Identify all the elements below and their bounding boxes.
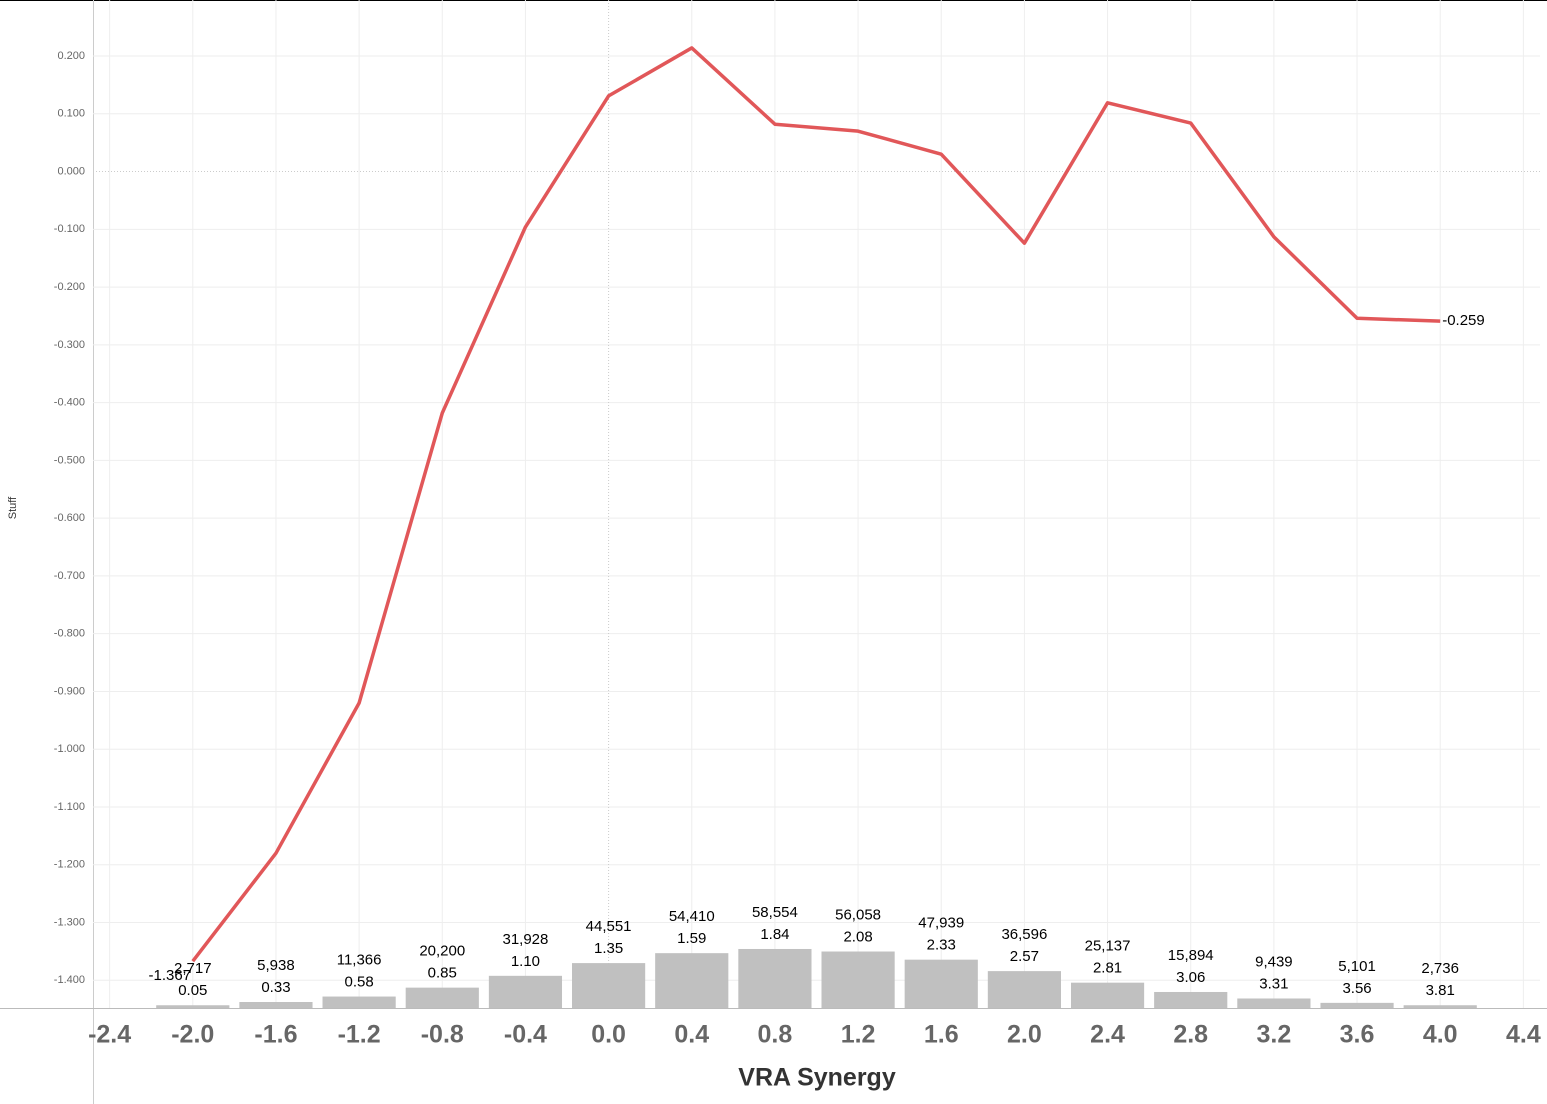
line-label: -0.259 bbox=[1442, 312, 1485, 329]
bar bbox=[488, 975, 563, 1008]
bar-sublabel: 3.56 bbox=[1342, 980, 1371, 997]
y-tick-label: 0.200 bbox=[57, 50, 85, 62]
bar-label: 47,939 bbox=[918, 915, 964, 932]
bar-label: 11,366 bbox=[337, 952, 382, 969]
bar bbox=[239, 1002, 313, 1008]
bar-sublabel: 1.59 bbox=[677, 930, 706, 947]
bar-label: 2,736 bbox=[1421, 960, 1459, 977]
line bbox=[191, 46, 1441, 963]
bar-label: 36,596 bbox=[1001, 926, 1047, 943]
bar-sublabel: 1.84 bbox=[760, 926, 789, 943]
bar-label: 58,554 bbox=[752, 904, 798, 921]
y-tick-label: -0.500 bbox=[54, 454, 85, 466]
y-tick-label: -1.400 bbox=[54, 974, 85, 986]
bar-sublabel: 3.06 bbox=[1176, 969, 1205, 986]
x-axis-title: VRA Synergy bbox=[738, 1064, 896, 1092]
bar-sublabel: 1.35 bbox=[594, 940, 623, 957]
y-tick-label: -1.300 bbox=[54, 916, 85, 928]
bar bbox=[821, 951, 895, 1008]
x-tick-label: 4.4 bbox=[1506, 1021, 1541, 1049]
y-tick-label: 0.000 bbox=[57, 165, 85, 177]
x-tick-label: 3.2 bbox=[1257, 1021, 1292, 1049]
bar-label: 5,101 bbox=[1338, 958, 1376, 975]
bar bbox=[904, 959, 978, 1008]
x-tick-label: 2.0 bbox=[1007, 1021, 1042, 1049]
line-label: -1.367 bbox=[149, 967, 192, 984]
bar-label: 15,894 bbox=[1168, 947, 1214, 964]
bar-sublabel: 0.05 bbox=[178, 982, 207, 999]
x-tick-label: -2.0 bbox=[171, 1021, 214, 1049]
bar bbox=[987, 971, 1061, 1008]
bar-label: 56,058 bbox=[835, 906, 881, 923]
bar bbox=[1237, 998, 1311, 1008]
bar-sublabel: 0.85 bbox=[428, 965, 457, 982]
x-tick-label: 2.4 bbox=[1090, 1021, 1125, 1049]
bar bbox=[1154, 991, 1228, 1008]
bar-label: 25,137 bbox=[1085, 938, 1131, 955]
x-tick-label: -1.2 bbox=[338, 1021, 381, 1049]
y-tick-label: -1.000 bbox=[54, 743, 85, 755]
y-tick-label: -0.300 bbox=[54, 339, 85, 351]
bar-sublabel: 2.57 bbox=[1010, 948, 1039, 965]
bar-label: 20,200 bbox=[419, 943, 465, 960]
x-tick-label: 0.0 bbox=[591, 1021, 626, 1049]
y-axis-title: Stuff bbox=[7, 496, 19, 519]
bar bbox=[572, 963, 646, 1008]
y-tick-label: -0.400 bbox=[54, 397, 85, 409]
bar-sublabel: 0.58 bbox=[345, 974, 374, 991]
bar-sublabel: 0.33 bbox=[261, 979, 290, 996]
bar bbox=[405, 987, 479, 1008]
y-tick-label: -0.200 bbox=[54, 281, 85, 293]
x-tick-label: 1.2 bbox=[841, 1021, 876, 1049]
x-tick-label: 0.4 bbox=[674, 1021, 709, 1049]
bar bbox=[322, 996, 396, 1008]
x-tick-label: -0.8 bbox=[421, 1021, 464, 1049]
x-tick-label: 4.0 bbox=[1423, 1021, 1458, 1049]
bar bbox=[738, 948, 812, 1008]
bar-label: 31,928 bbox=[502, 931, 548, 948]
x-tick-label: -0.4 bbox=[504, 1021, 547, 1049]
y-tick-label: -1.200 bbox=[54, 859, 85, 871]
x-tick-label: -2.4 bbox=[88, 1021, 131, 1049]
y-tick-label: -0.700 bbox=[54, 570, 85, 582]
bar-sublabel: 3.81 bbox=[1426, 982, 1455, 999]
bar bbox=[1320, 1002, 1394, 1008]
x-tick-label: 0.8 bbox=[758, 1021, 793, 1049]
y-tick-label: 0.100 bbox=[57, 108, 85, 120]
bar bbox=[156, 1005, 230, 1008]
y-tick-label: -0.800 bbox=[54, 628, 85, 640]
x-tick-label: 3.6 bbox=[1340, 1021, 1375, 1049]
bar-sublabel: 2.81 bbox=[1093, 960, 1122, 977]
bar-label: 9,439 bbox=[1255, 953, 1293, 970]
bar-sublabel: 2.33 bbox=[927, 937, 956, 954]
bar-label: 2,717 bbox=[174, 960, 212, 977]
y-tick-label: -1.100 bbox=[54, 801, 85, 813]
bar-sublabel: 1.10 bbox=[511, 953, 540, 970]
bar bbox=[1070, 982, 1145, 1008]
y-tick-label: -0.100 bbox=[54, 223, 85, 235]
bar-sublabel: 2.08 bbox=[843, 928, 872, 945]
bar-label: 5,938 bbox=[257, 957, 295, 974]
x-tick-label: 2.8 bbox=[1173, 1021, 1208, 1049]
bar-sublabel: 3.31 bbox=[1259, 975, 1288, 992]
x-tick-label: -1.6 bbox=[254, 1021, 297, 1049]
bar-label: 44,551 bbox=[586, 918, 632, 935]
bar-label: 54,410 bbox=[669, 908, 715, 925]
y-tick-label: -0.900 bbox=[54, 685, 85, 697]
bar bbox=[655, 953, 729, 1008]
y-tick-label: -0.600 bbox=[54, 512, 85, 524]
x-tick-label: 1.6 bbox=[924, 1021, 959, 1049]
bar bbox=[1403, 1005, 1477, 1008]
